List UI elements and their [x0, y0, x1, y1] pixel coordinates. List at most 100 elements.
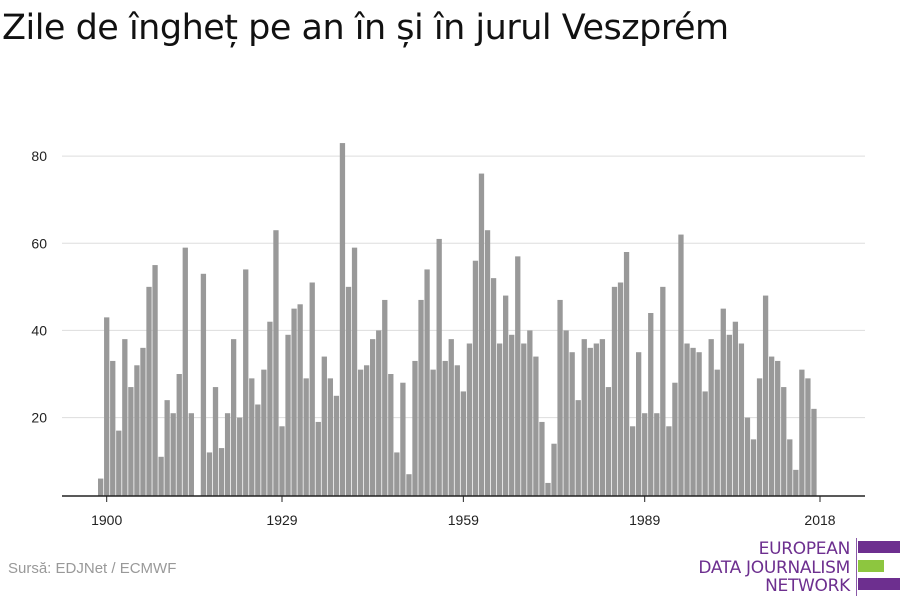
bar-1899: [98, 478, 104, 496]
bar-1926: [261, 369, 267, 496]
bar-1961: [472, 260, 479, 496]
bar-1936: [321, 356, 327, 496]
y-tick-label-20: 20: [31, 410, 47, 426]
bar-1993: [666, 426, 672, 496]
bar-1916: [200, 273, 207, 496]
bar-1910: [164, 400, 170, 496]
bar-1978: [575, 400, 581, 496]
bar-1946: [382, 299, 388, 496]
bar-1921: [230, 339, 237, 496]
bar-1972: [539, 421, 545, 496]
logo-line-2: DATA JOURNALISM: [698, 558, 850, 578]
bar-1909: [158, 456, 164, 496]
bar-1928: [273, 230, 279, 496]
bar-1955: [436, 238, 442, 496]
bar-1918: [212, 387, 219, 496]
bar-1905: [134, 365, 140, 496]
bar-1906: [140, 347, 146, 496]
bar-1929: [279, 426, 285, 496]
bar-1979: [581, 339, 587, 496]
chart-title: Zile de îngheț pe an în și în jurul Vesz…: [2, 8, 729, 48]
y-axis-tick-labels: 20 40 60 80: [31, 148, 47, 425]
bar-1983: [605, 387, 612, 496]
logo-line-3: NETWORK: [765, 576, 850, 596]
bar-1981: [593, 343, 599, 496]
grid-lines: [62, 155, 865, 419]
bar-1942: [357, 369, 364, 496]
bar-1959: [460, 391, 466, 496]
bar-1920: [224, 413, 231, 496]
bar-1940: [345, 286, 352, 496]
x-tick-label-1900: 1900: [91, 512, 122, 528]
bar-1941: [351, 247, 358, 496]
bar-2017: [811, 408, 817, 496]
bar-2003: [726, 334, 732, 496]
bar-1995: [678, 234, 684, 496]
bar-2012: [781, 387, 787, 496]
bar-2011: [775, 360, 781, 496]
x-axis-ticks: 1900 1929 1959 1989 2018: [91, 496, 836, 528]
bar-1945: [376, 330, 382, 496]
edjnet-logo: EUROPEAN DATA JOURNALISM NETWORK: [690, 538, 900, 596]
bar-1969: [521, 343, 527, 496]
bar-2004: [732, 321, 739, 496]
bar-1980: [587, 347, 593, 496]
bar-1957: [448, 339, 454, 496]
bar-1967: [509, 334, 515, 496]
bar-1985: [617, 282, 624, 496]
bar-1938: [333, 395, 340, 496]
logo-bar-green: [858, 560, 884, 572]
bar-2005: [738, 343, 745, 496]
bar-1964: [490, 278, 497, 496]
bar-1992: [660, 286, 666, 496]
bar-1904: [128, 387, 134, 496]
bar-1933: [303, 378, 309, 496]
bar-1924: [249, 378, 255, 496]
bar-1974: [551, 443, 557, 496]
bar-1951: [412, 360, 418, 496]
bar-1925: [255, 404, 261, 496]
bar-2013: [787, 439, 793, 496]
bar-1935: [315, 421, 321, 496]
bar-1970: [527, 330, 533, 496]
bar-1968: [515, 256, 521, 496]
bar-1914: [188, 413, 194, 496]
bar-1948: [394, 452, 400, 496]
x-tick-label-2018: 2018: [804, 512, 835, 528]
bar-1994: [672, 382, 678, 496]
bar-1971: [533, 356, 539, 496]
bar-1931: [291, 308, 297, 496]
bar-1965: [496, 343, 503, 496]
bar-1991: [654, 413, 660, 496]
bar-1902: [116, 430, 122, 496]
bar-1934: [309, 282, 315, 496]
bar-1937: [327, 378, 334, 496]
bar-1986: [623, 252, 630, 496]
bar-1907: [146, 286, 152, 496]
bar-1958: [454, 365, 460, 496]
bar-1977: [569, 352, 575, 496]
bar-1912: [176, 374, 182, 496]
bar-1976: [563, 330, 569, 496]
y-tick-label-60: 60: [31, 235, 47, 251]
bar-1953: [424, 269, 430, 496]
bar-1901: [110, 360, 116, 496]
bar-1943: [363, 365, 370, 496]
bar-2014: [793, 469, 799, 496]
bar-2015: [799, 369, 805, 496]
bar-2007: [750, 439, 757, 496]
bar-1998: [696, 352, 702, 496]
bar-1922: [237, 417, 243, 496]
bar-1996: [684, 343, 690, 496]
bar-2016: [805, 378, 811, 496]
bar-1947: [388, 374, 394, 496]
bar-1919: [218, 448, 225, 496]
bar-1966: [503, 295, 509, 496]
bar-2009: [762, 295, 769, 496]
bar-1989: [642, 413, 648, 496]
logo-line-1: EUROPEAN: [758, 539, 851, 559]
bar-2008: [756, 378, 763, 496]
bar-1990: [648, 313, 654, 496]
bar-2010: [769, 356, 775, 496]
